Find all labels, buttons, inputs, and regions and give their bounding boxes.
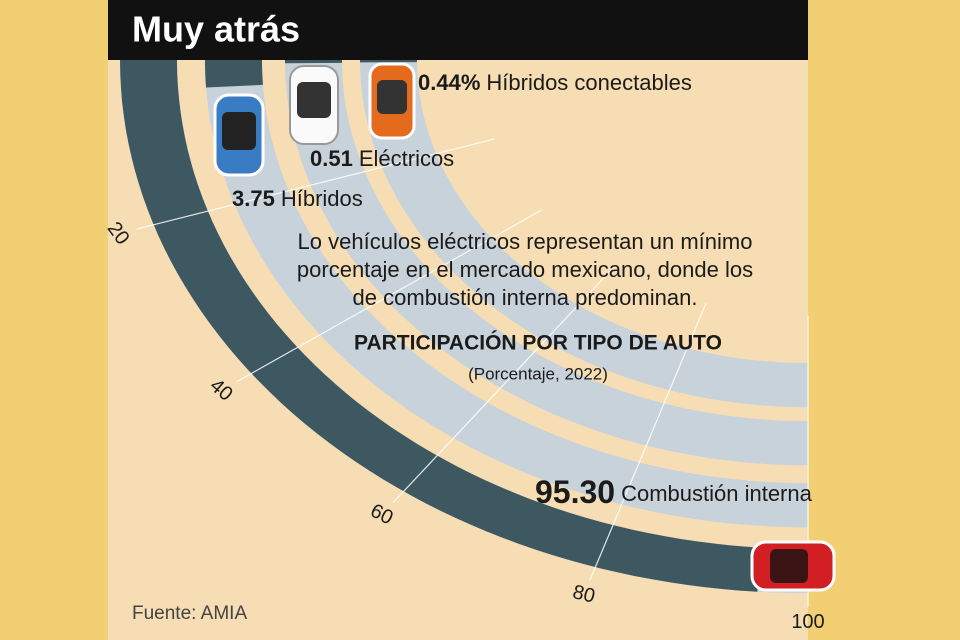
car-icon (368, 62, 416, 140)
category-label: Eléctricos (359, 146, 454, 171)
tick-label: 100 (791, 611, 824, 633)
data-label: 0.44% Híbridos conectables (418, 70, 692, 95)
grid-line (392, 266, 615, 504)
header-bar (108, 0, 808, 60)
car-icon (213, 93, 265, 177)
bar (360, 60, 417, 63)
value-label: 0.51 (310, 146, 353, 171)
category-label: Híbridos (281, 186, 363, 211)
chart-title: Muy atrás (132, 9, 300, 50)
bar (285, 60, 342, 64)
data-label: 3.75 Híbridos (232, 186, 363, 211)
value-label: 0.44% (418, 70, 480, 95)
description: de combustión interna predominan. (353, 285, 698, 310)
source: Fuente: AMIA (132, 603, 247, 624)
data-label: 0.51 Eléctricos (310, 146, 454, 171)
category-label: Híbridos conectables (486, 70, 691, 95)
tick-label: 80 (570, 581, 597, 608)
unit-note: (Porcentaje, 2022) (468, 364, 608, 383)
description: Lo vehículos eléctricos representan un m… (298, 229, 753, 254)
rings (120, 60, 808, 594)
car-icon (289, 65, 339, 145)
subtitle: PARTICIPACIÓN POR TIPO DE AUTO (354, 331, 722, 355)
value-label: 95.30 (535, 474, 615, 510)
bar (120, 60, 762, 592)
grid-line (136, 138, 495, 230)
track (205, 60, 808, 528)
bar (205, 60, 263, 88)
grid-line (236, 209, 542, 383)
data-label: 95.30 Combustión interna (535, 474, 813, 510)
category-label: Combustión interna (621, 481, 813, 506)
value-label: 3.75 (232, 186, 275, 211)
description: porcentaje en el mercado mexicano, donde… (297, 257, 753, 282)
grid-line (589, 303, 707, 581)
car-icon (750, 540, 836, 592)
